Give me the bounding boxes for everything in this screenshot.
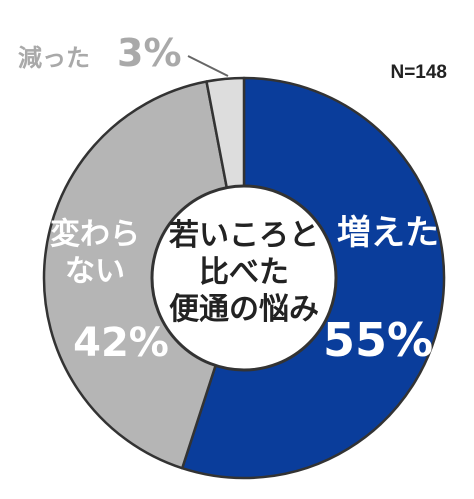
- slice-label-unchanged-line-2: ない: [65, 254, 125, 289]
- slice-value-decreased: 3%: [117, 31, 182, 75]
- slice-value-increased: 55%: [323, 313, 433, 367]
- center-label-line-3: 便通の悩み: [169, 292, 319, 327]
- sample-size-label: N=148: [390, 62, 447, 83]
- slice-value-unchanged: 42%: [73, 320, 169, 366]
- leader-line-decreased: [187, 55, 229, 77]
- slice-unchanged: [42, 80, 246, 470]
- slice-label-increased: 増えた: [337, 213, 439, 253]
- center-label-line-1: 若いころと: [169, 218, 319, 253]
- center-label-line-2: 比べた: [199, 255, 289, 290]
- slice-label-unchanged-line-1: 変わら: [50, 217, 140, 252]
- donut-hole: [150, 184, 338, 372]
- slice-label-decreased: 減った: [18, 44, 90, 72]
